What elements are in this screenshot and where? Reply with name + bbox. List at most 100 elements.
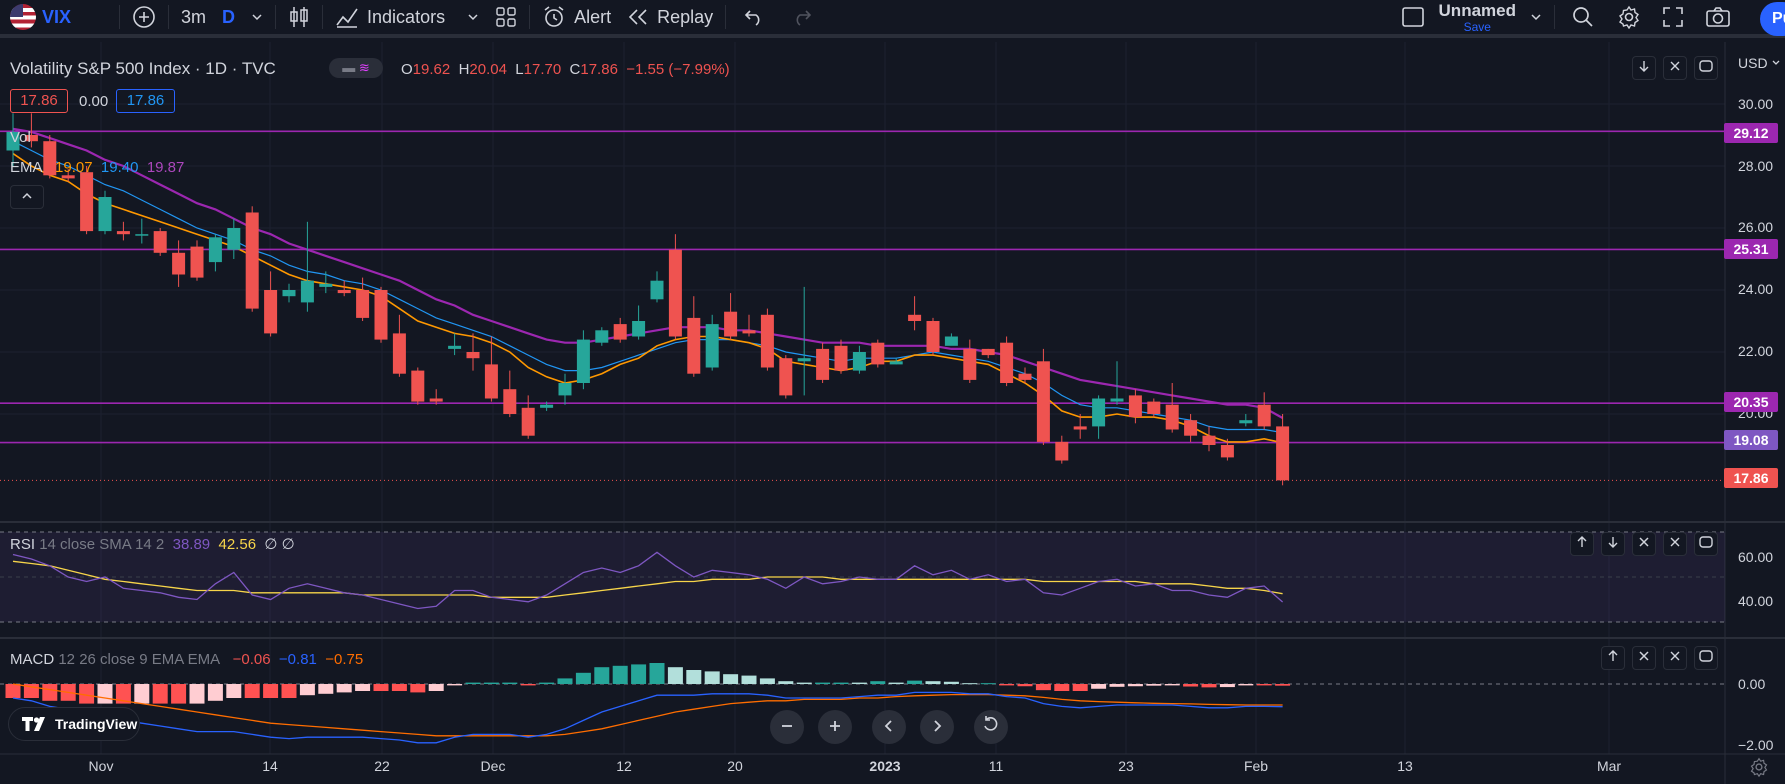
time-label: Dec: [480, 758, 506, 774]
chevron-up-icon: [22, 192, 32, 199]
compare-button[interactable]: [124, 0, 164, 36]
macd-move-up-button[interactable]: [1601, 646, 1625, 670]
zoom-out-button[interactable]: [770, 710, 804, 744]
candle-body: [1276, 426, 1290, 481]
scroll-right-button[interactable]: [920, 710, 954, 744]
candle-body: [981, 348, 995, 356]
collapse-pane-button[interactable]: [1663, 56, 1687, 80]
move-pane-down-button[interactable]: [1632, 56, 1656, 80]
rsi-collapse-button[interactable]: [1663, 532, 1687, 556]
macd-legend[interactable]: MACD 12 26 close 9 EMA EMA −0.06 −0.81 −…: [10, 651, 363, 668]
macd-histogram-bar: [134, 684, 150, 704]
series-title[interactable]: Volatility S&P 500 Index · 1D · TVC: [10, 59, 276, 79]
fullscreen-button[interactable]: [1651, 0, 1695, 36]
gear-icon: [1619, 5, 1639, 29]
macd-histogram-bar: [1127, 684, 1143, 687]
macd-histogram-bar: [336, 684, 352, 693]
ema-lines: [12, 127, 1284, 444]
candle-body: [429, 398, 443, 402]
candle-body: [576, 339, 590, 383]
maximize-pane-button[interactable]: [1694, 56, 1718, 80]
search-icon: [1573, 7, 1593, 27]
price-label: 30.00: [1738, 96, 1774, 112]
redo-button[interactable]: [778, 0, 826, 36]
macd-histogram-bar: [704, 671, 720, 684]
candle-body: [908, 314, 922, 321]
macd-close-button[interactable]: [1632, 646, 1656, 670]
close-icon: [1639, 537, 1649, 547]
price-label: 24.00: [1738, 281, 1774, 297]
ema-legend[interactable]: EMA 19.07 19.40 19.87: [10, 159, 184, 176]
bid-price-box[interactable]: 17.86: [10, 89, 68, 113]
camera-icon: [1706, 7, 1730, 27]
chart-type-button[interactable]: [280, 0, 318, 36]
hline-tag-1[interactable]: 29.12: [1724, 123, 1778, 143]
macd-collapse-button[interactable]: [1663, 646, 1687, 670]
macd-pane: [0, 663, 1725, 744]
candle-body: [466, 352, 480, 359]
rsi-move-up-button[interactable]: [1570, 532, 1594, 556]
hline-tag-2[interactable]: 25.31: [1724, 239, 1778, 259]
undo-button[interactable]: [730, 0, 778, 36]
interval-unit: D: [222, 6, 236, 27]
snapshot-button[interactable]: [1695, 0, 1741, 36]
replay-button[interactable]: Replay: [619, 0, 721, 36]
interval-range: 3m: [181, 6, 207, 27]
macd-histogram-bar: [1275, 684, 1291, 686]
candle-body: [852, 352, 866, 371]
interval-button[interactable]: 3m D: [173, 0, 271, 36]
macd-histogram-bar: [815, 682, 831, 684]
macd-histogram-bar: [152, 684, 168, 704]
hline-tag-4[interactable]: 19.08: [1724, 430, 1778, 450]
rsi-axis-label: 40.00: [1738, 593, 1774, 609]
alert-button[interactable]: Alert: [534, 0, 619, 36]
candle-body: [374, 290, 388, 340]
alert-label: Alert: [574, 6, 612, 27]
series-visibility-toggle[interactable]: ▬ ≋: [329, 58, 383, 78]
macd-axis-label: 0.00: [1738, 676, 1766, 692]
collapse-icon: [1670, 651, 1680, 661]
separator: [725, 5, 727, 29]
rsi-move-down-button[interactable]: [1601, 532, 1625, 556]
arrow-down-icon: [1608, 537, 1618, 548]
rsi-maximize-button[interactable]: [1694, 532, 1718, 556]
symbol-search-button[interactable]: VIX: [0, 0, 79, 36]
macd-histogram-bar: [1072, 684, 1088, 691]
currency-select[interactable]: USD: [1738, 55, 1781, 71]
rsi-params: 14 close SMA 14 2: [39, 536, 165, 553]
macd-maximize-button[interactable]: [1694, 646, 1718, 670]
hline-tag-3[interactable]: 20.35: [1724, 392, 1778, 412]
last-price-tag[interactable]: 17.86: [1724, 468, 1778, 488]
vol-legend[interactable]: Vol: [10, 129, 31, 146]
rsi-extra-value: ∅ ∅: [264, 536, 295, 553]
candle-body: [61, 175, 75, 179]
layout-select-button[interactable]: Unnamed Save: [1393, 0, 1550, 36]
reset-chart-button[interactable]: [974, 710, 1008, 744]
rsi-legend[interactable]: RSI 14 close SMA 14 2 38.89 42.56 ∅ ∅: [10, 535, 295, 553]
candle-body: [6, 131, 20, 151]
macd-histogram-bar: [723, 674, 739, 684]
chart-canvas[interactable]: [0, 42, 1785, 784]
layouts-button[interactable]: [487, 0, 525, 36]
search-button[interactable]: [1559, 0, 1607, 36]
rsi-axis-label: 60.00: [1738, 549, 1774, 565]
publish-button[interactable]: Pu: [1760, 2, 1785, 36]
settings-button[interactable]: [1607, 0, 1651, 36]
chevron-down-icon: [1531, 14, 1541, 21]
macd-histogram-bar: [42, 684, 58, 701]
tradingview-logo[interactable]: TradingView: [8, 707, 140, 741]
candle-body: [816, 348, 830, 380]
ask-price-box[interactable]: 17.86: [116, 89, 175, 113]
candle-body: [1036, 361, 1050, 442]
ema-fast-value: 19.07: [55, 159, 93, 176]
rsi-close-button[interactable]: [1632, 532, 1656, 556]
indicators-button[interactable]: Indicators: [327, 0, 487, 36]
candle-body: [1073, 426, 1087, 430]
axis-settings-button[interactable]: [1749, 757, 1769, 782]
arrow-up-icon: [1577, 536, 1587, 547]
zoom-in-button[interactable]: [818, 710, 852, 744]
scroll-left-button[interactable]: [872, 710, 906, 744]
candle-body: [484, 364, 498, 399]
collapse-legend-button[interactable]: [10, 185, 44, 209]
candle-body: [650, 280, 664, 300]
